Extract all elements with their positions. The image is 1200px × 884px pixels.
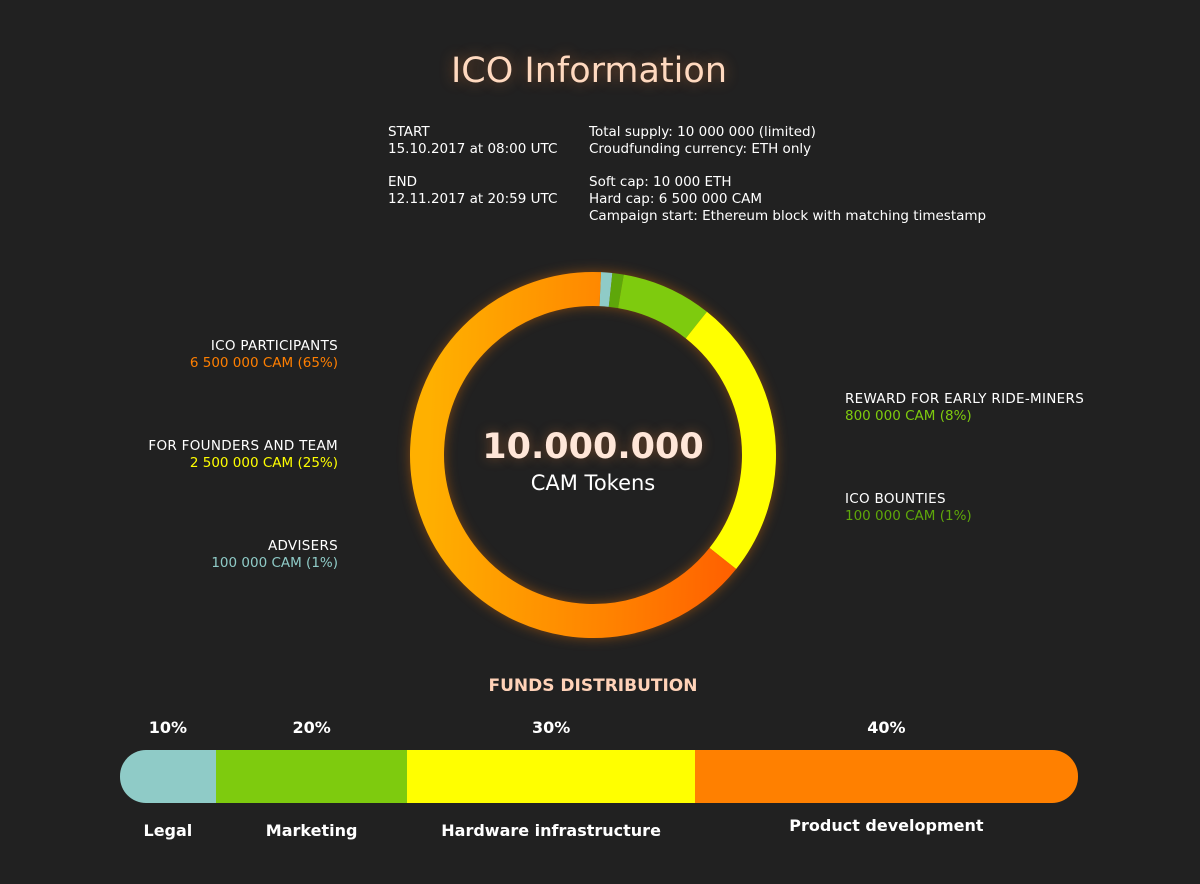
legend-label: REWARD FOR EARLY RIDE-MINERS xyxy=(845,391,1085,407)
legend-value: 100 000 CAM (1%) xyxy=(211,555,338,571)
schedule-start: START 15.10.2017 at 08:00 UTC xyxy=(388,124,557,158)
crowdfunding-currency: Croudfunding currency: ETH only xyxy=(589,141,812,157)
supply-details: Total supply: 10 000 000 (limited) Croud… xyxy=(589,124,816,158)
legend-early-riders: REWARD FOR EARLY RIDE-MINERS 800 000 CAM… xyxy=(845,391,1084,425)
legend-label: FOR FOUNDERS AND TEAM xyxy=(148,438,338,454)
funds-category-label: Marketing xyxy=(265,821,358,840)
funds-bar-segment-product-development xyxy=(694,750,1078,803)
legend-value: 2 500 000 CAM (25%) xyxy=(189,455,338,471)
total-supply: Total supply: 10 000 000 (limited) xyxy=(589,124,816,140)
funds-bar-segment-marketing xyxy=(215,750,408,803)
legend-label: ICO BOUNTIES xyxy=(845,491,946,507)
funds-percent-label: 10% xyxy=(148,718,188,737)
legend-value: 100 000 CAM (1%) xyxy=(845,508,972,524)
campaign-start: Campaign start: Ethereum block with matc… xyxy=(589,208,987,224)
funds-category-label: Hardware infrastructure xyxy=(441,821,661,840)
token-donut-chart xyxy=(410,272,776,638)
funds-distribution-bar xyxy=(120,750,1078,803)
donut-slices xyxy=(410,272,776,638)
funds-percent-label: 40% xyxy=(867,718,906,737)
legend-label: ICO PARTICIPANTS xyxy=(210,338,338,354)
legend-founders: FOR FOUNDERS AND TEAM 2 500 000 CAM (25%… xyxy=(148,438,338,472)
start-label: START xyxy=(388,124,430,140)
end-value: 12.11.2017 at 20:59 UTC xyxy=(388,191,558,207)
funds-distribution-title: FUNDS DISTRIBUTION xyxy=(488,676,698,696)
donut-slice-advisers xyxy=(410,272,776,638)
start-value: 15.10.2017 at 08:00 UTC xyxy=(388,141,558,157)
legend-ico-participants: ICO PARTICIPANTS 6 500 000 CAM (65%) xyxy=(190,338,338,372)
funds-percent-label: 30% xyxy=(531,718,571,737)
legend-label: ADVISERS xyxy=(267,538,338,554)
page-title: ICO Information xyxy=(450,51,728,91)
legend-advisers: ADVISERS 100 000 CAM (1%) xyxy=(211,538,338,572)
hard-cap: Hard cap: 6 500 000 CAM xyxy=(589,191,763,207)
total-tokens-unit: CAM Tokens xyxy=(530,471,656,495)
end-label: END xyxy=(388,174,418,190)
donut-slice-for-founders-and-team xyxy=(410,272,776,638)
funds-bar-segment-legal xyxy=(120,750,216,803)
cap-details: Soft cap: 10 000 ETH Hard cap: 6 500 000… xyxy=(589,174,986,225)
schedule-end: END 12.11.2017 at 20:59 UTC xyxy=(388,174,557,208)
funds-bar-segment-hardware-infrastructure xyxy=(407,750,695,803)
funds-category-label: Product development xyxy=(789,816,984,835)
legend-value: 800 000 CAM (8%) xyxy=(845,408,972,424)
total-tokens-value: 10.000.000 xyxy=(482,427,704,467)
legend-bounties: ICO BOUNTIES 100 000 CAM (1%) xyxy=(845,491,972,525)
funds-percent-label: 20% xyxy=(292,718,331,737)
funds-category-label: Legal xyxy=(143,821,193,840)
legend-value: 6 500 000 CAM (65%) xyxy=(189,355,338,371)
soft-cap: Soft cap: 10 000 ETH xyxy=(589,174,732,190)
